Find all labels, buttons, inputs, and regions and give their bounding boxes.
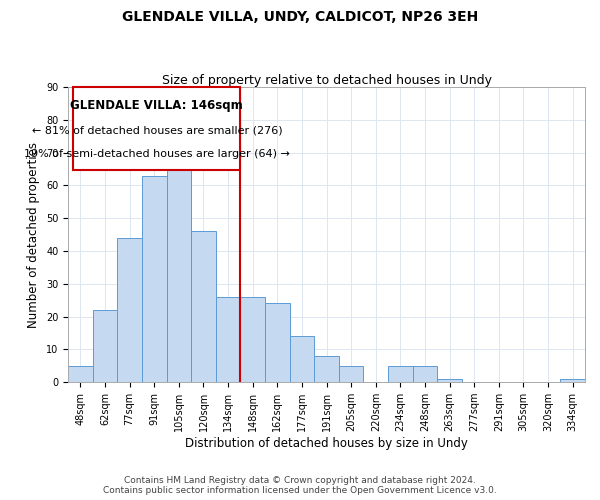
Bar — [388, 366, 413, 382]
Bar — [142, 176, 167, 382]
Text: GLENDALE VILLA: 146sqm: GLENDALE VILLA: 146sqm — [70, 99, 243, 112]
Bar — [314, 356, 339, 382]
Bar — [241, 297, 265, 382]
Bar — [167, 143, 191, 382]
Bar — [216, 297, 241, 382]
Bar — [118, 238, 142, 382]
Text: Contains HM Land Registry data © Crown copyright and database right 2024.
Contai: Contains HM Land Registry data © Crown c… — [103, 476, 497, 495]
Bar — [413, 366, 437, 382]
Bar — [68, 366, 93, 382]
Title: Size of property relative to detached houses in Undy: Size of property relative to detached ho… — [161, 74, 491, 87]
X-axis label: Distribution of detached houses by size in Undy: Distribution of detached houses by size … — [185, 437, 468, 450]
Bar — [191, 232, 216, 382]
Y-axis label: Number of detached properties: Number of detached properties — [28, 142, 40, 328]
Bar — [265, 304, 290, 382]
Bar — [290, 336, 314, 382]
FancyBboxPatch shape — [73, 87, 241, 170]
Bar — [437, 379, 462, 382]
Text: ← 81% of detached houses are smaller (276): ← 81% of detached houses are smaller (27… — [32, 126, 282, 136]
Bar — [93, 310, 118, 382]
Bar — [560, 379, 585, 382]
Bar — [339, 366, 364, 382]
Text: 19% of semi-detached houses are larger (64) →: 19% of semi-detached houses are larger (… — [24, 149, 290, 159]
Text: GLENDALE VILLA, UNDY, CALDICOT, NP26 3EH: GLENDALE VILLA, UNDY, CALDICOT, NP26 3EH — [122, 10, 478, 24]
